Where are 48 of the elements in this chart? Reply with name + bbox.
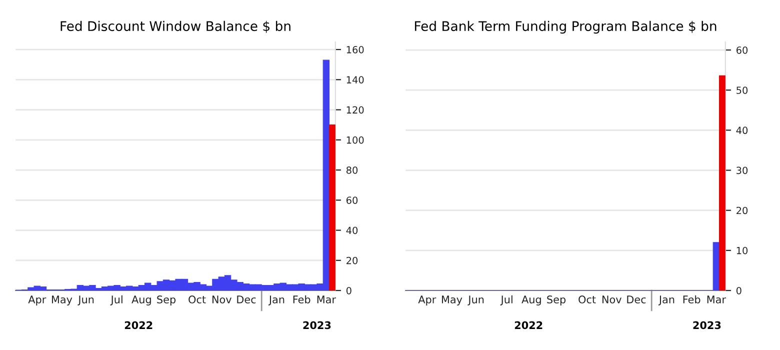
bar [328,124,336,290]
y-tick-label: 30 [736,166,748,174]
y-tick-label: 40 [736,126,748,134]
y-tick-label: 60 [736,46,748,54]
y-tick-label: 10 [736,246,748,254]
text: 2023 [693,321,721,330]
y-tick-label: 120 [346,106,364,114]
y-tick-label: 40 [346,226,358,234]
y-tick-label: 20 [346,256,358,264]
x-tick-label: May [442,296,462,306]
x-tick-label: Feb [683,295,700,304]
x-tick-label: Aug [522,296,541,306]
x-tick-label: Nov [212,296,232,304]
x-tick-label: Feb [293,295,310,304]
x-tick-label: Jan [658,296,674,306]
y-tick-label: 160 [346,46,364,54]
text: 2022 [124,321,152,330]
x-tick-label: Apr [418,296,436,306]
x-tick-label: Apr [28,296,46,306]
text: 2023 [303,321,331,330]
x-tick-label: Jun [468,296,484,306]
x-tick-label: Mar [707,296,726,304]
chart-title: Fed Bank Term Funding Program Balance $ bn [414,20,716,34]
x-tick-label: Jul [500,295,512,306]
y-tick-label: 0 [346,286,352,294]
x-tick-label: Sep [547,296,566,306]
x-tick-label: Oct [188,296,206,304]
x-tick-label: Sep [157,296,176,306]
x-tick-label: May [52,296,72,306]
text: 2022 [514,321,542,330]
y-tick-label: 0 [736,286,742,294]
y-tick-label: 50 [736,86,748,94]
y-tick-label: 80 [346,166,358,174]
x-tick-label: Oct [578,296,596,304]
y-tick-label: 20 [736,206,748,214]
y-tick-label: 140 [346,76,364,84]
x-tick-label: Mar [317,296,336,304]
y-tick-label: 100 [346,136,364,144]
chart-title: Fed Discount Window Balance $ bn [60,20,290,33]
x-tick-label: Aug [132,296,151,306]
x-tick-label: Jul [110,295,122,306]
x-tick-label: Dec [627,296,646,304]
x-tick-label: Jun [78,296,94,306]
bar [718,75,726,290]
y-tick-label: 60 [346,196,358,204]
x-tick-label: Jan [268,296,284,306]
x-tick-label: Nov [602,296,622,304]
x-tick-label: Dec [237,296,256,304]
